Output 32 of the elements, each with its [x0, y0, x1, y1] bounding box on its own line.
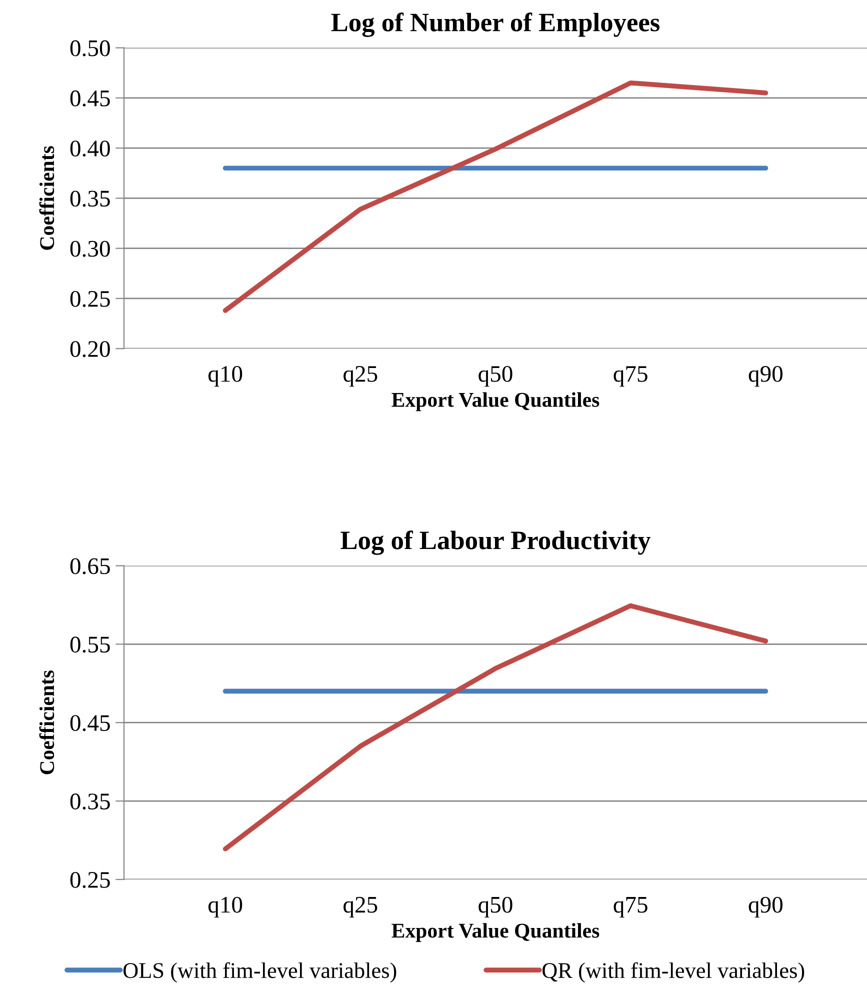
y-tick-label: 0.20	[70, 341, 110, 358]
line-series	[222, 80, 768, 313]
x-tick-label: q50	[478, 896, 512, 918]
x-tick-label: q25	[344, 366, 378, 387]
x-tick-label: q10	[208, 366, 242, 387]
y-tick-label: 0.45	[70, 90, 110, 106]
x-tick-label: q25	[344, 896, 378, 918]
x-tick-label: q75	[614, 897, 648, 918]
y-tick-label: 0.25	[70, 872, 110, 888]
x-axis-title: Export Value Quantiles	[392, 392, 600, 412]
y-tick-label: 0.25	[70, 290, 110, 307]
y-tick-label: 0.35	[70, 794, 110, 810]
y-tick-label: 0.30	[70, 240, 110, 257]
y-tick-label: 0.40	[70, 140, 110, 157]
x-axis-title: Export Value Quantiles	[392, 923, 600, 942]
x-tick-label: q90	[748, 366, 782, 387]
chart-title: Log of Number of Employees	[331, 12, 660, 37]
y-tick-label: 0.50	[70, 40, 110, 56]
y-tick-label: 0.35	[70, 190, 110, 207]
y-axis-title: Coefficients	[39, 146, 54, 250]
y-tick-label: 0.55	[70, 636, 110, 653]
y-axis-title: Coefficients	[39, 670, 54, 774]
x-tick-label: q50	[478, 366, 512, 387]
chart-title: Log of Labour Productivity	[340, 530, 651, 555]
legend-label: OLS (with fim-level variables)	[123, 962, 396, 983]
x-tick-label: q90	[748, 896, 782, 918]
x-tick-label: q75	[614, 366, 648, 387]
line-series	[222, 603, 768, 852]
legend-label: QR (with fim-level variables)	[542, 962, 804, 983]
x-tick-label: q10	[208, 896, 242, 918]
y-tick-label: 0.65	[70, 558, 110, 574]
y-tick-label: 0.45	[70, 715, 110, 732]
